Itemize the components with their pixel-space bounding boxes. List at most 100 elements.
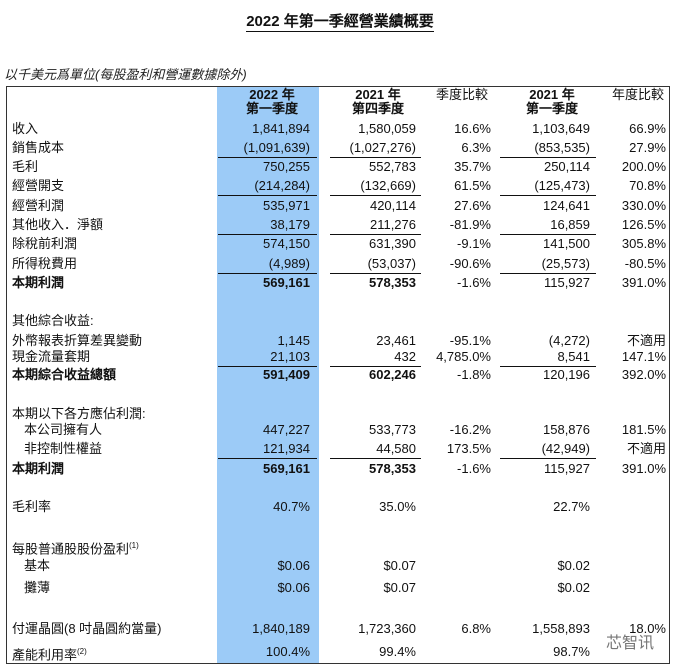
row-label-text: 現金流量套期 bbox=[12, 349, 91, 364]
header-line: 第一季度 bbox=[245, 101, 298, 116]
document-title: 2022 年第一季經營業績概要 bbox=[0, 10, 680, 32]
subtotal-rule bbox=[218, 366, 317, 367]
table-row: 本公司擁有人 447,227 533,773 -16.2% 158,876 181.5% bbox=[0, 420, 680, 439]
cell-col4: (25,573) bbox=[541, 256, 590, 271]
row-label-text: 所得稅費用 bbox=[12, 256, 78, 271]
row-label-text: 本期利潤 bbox=[12, 275, 65, 290]
row-label-text: 付運晶圓(8 吋晶圓約當量) bbox=[12, 621, 162, 636]
header-yoy: 年度比較 bbox=[611, 87, 664, 102]
cell-col2: (53,037) bbox=[367, 256, 416, 271]
subtotal-rule bbox=[330, 234, 421, 235]
cell-col1: 1,841,894 bbox=[252, 121, 310, 136]
cell-col4: 1,103,649 bbox=[532, 121, 590, 136]
table-row: 本期利潤 569,161 578,353 -1.6% 115,927 391.0% bbox=[0, 273, 680, 292]
cell-col2: 432 bbox=[394, 349, 416, 364]
header-line: 第四季度 bbox=[351, 101, 404, 116]
cell-col5: 200.0% bbox=[621, 159, 666, 174]
cell-col2: 420,114 bbox=[369, 198, 416, 213]
table-row: 付運晶圓(8 吋晶圓約當量) 1,840,189 1,723,360 6.8% 1,55… bbox=[0, 619, 680, 638]
row-label: 外幣報表折算差異變動 bbox=[12, 331, 142, 350]
cell-col4: (125,473) bbox=[534, 178, 590, 193]
cell-col1: (1,091,639) bbox=[243, 140, 311, 155]
watermark: 芯智讯 bbox=[606, 635, 655, 652]
results-table bbox=[6, 86, 670, 664]
cell-col3: 6.8% bbox=[461, 621, 491, 636]
cell-col1: (4,989) bbox=[268, 256, 310, 271]
row-label: 每股普通股股份盈利(1) bbox=[12, 536, 139, 558]
subtotal-rule bbox=[330, 157, 421, 158]
row-label: 收入 bbox=[12, 119, 38, 138]
cell-col5: 27.9% bbox=[629, 140, 666, 155]
cell-col5: 392.0% bbox=[621, 367, 666, 382]
cell-col4: 115,927 bbox=[543, 275, 590, 290]
footnote-marker: (1) bbox=[129, 541, 139, 550]
row-label-text: 本期以下各方應佔利潤: bbox=[12, 406, 146, 421]
row-label-text: 基本 bbox=[24, 558, 51, 573]
row-label: 除稅前利潤 bbox=[12, 234, 77, 253]
cell-col2: 578,353 bbox=[369, 275, 416, 290]
table-row: 攤薄 $0.06 $0.07 $0.02 bbox=[0, 578, 680, 597]
table-row: 其他綜合收益: bbox=[0, 311, 680, 330]
cell-col1: 569,161 bbox=[263, 275, 310, 290]
row-label-text: 本期利潤 bbox=[12, 461, 65, 476]
cell-col4: 1,558,893 bbox=[532, 621, 590, 636]
row-label-text: 毛利 bbox=[12, 159, 39, 174]
cell-col3: -90.6% bbox=[449, 256, 491, 271]
row-label-text: 其他收入．淨額 bbox=[12, 217, 104, 232]
header-line: 2021 年 bbox=[529, 87, 575, 102]
cell-col5: 不適用 bbox=[626, 441, 666, 456]
table-row: 收入 1,841,894 1,580,059 16.6% 1,103,649 66.9% bbox=[0, 119, 680, 138]
cell-col2: 631,390 bbox=[369, 236, 416, 251]
row-label-text: 攤薄 bbox=[24, 580, 51, 595]
row-label: 付運晶圓(8 吋晶圓約當量) bbox=[12, 619, 162, 638]
cell-col2: 211,276 bbox=[369, 217, 416, 232]
cell-col2: 99.4% bbox=[379, 644, 416, 659]
cell-col4: 22.7% bbox=[553, 499, 590, 514]
table-row: 產能利用率(2) 100.4% 99.4% 98.7% bbox=[0, 642, 680, 662]
row-label-text: 經營利潤 bbox=[12, 198, 65, 213]
cell-col4: (853,535) bbox=[534, 140, 590, 155]
cell-col2: 1,723,360 bbox=[358, 621, 416, 636]
cell-col1: 447,227 bbox=[263, 422, 310, 437]
cell-col5: 70.8% bbox=[629, 178, 666, 193]
subtotal-rule bbox=[330, 458, 421, 459]
table-row: 毛利率 40.7% 35.0% 22.7% bbox=[0, 497, 680, 516]
cell-col3: 4,785.0% bbox=[436, 349, 491, 364]
table-row: 所得稅費用 (4,989) (53,037) -90.6% (25,573) -80.5% bbox=[0, 254, 680, 273]
row-label: 現金流量套期 bbox=[12, 347, 90, 366]
cell-col4: 124,641 bbox=[543, 198, 590, 213]
subtotal-rule bbox=[218, 195, 317, 196]
subtotal-rule bbox=[500, 458, 596, 459]
cell-col4: 141,500 bbox=[543, 236, 590, 251]
row-label-text: 本期綜合收益總額 bbox=[12, 367, 117, 382]
cell-col2: 533,773 bbox=[369, 422, 416, 437]
cell-col2: 1,580,059 bbox=[358, 121, 416, 136]
row-label-text: 經營開支 bbox=[12, 178, 65, 193]
table-row: 外幣報表折算差異變動 1,145 23,461 -95.1% (4,272) 不適用 bbox=[0, 331, 680, 350]
cell-col3: 61.5% bbox=[454, 178, 491, 193]
subtotal-rule bbox=[500, 366, 596, 367]
cell-col2: 23,461 bbox=[376, 333, 416, 348]
row-label-text: 銷售成本 bbox=[12, 140, 65, 155]
cell-col4: $0.02 bbox=[557, 558, 590, 573]
cell-col1: 1,145 bbox=[277, 333, 310, 348]
cell-col4: 8,541 bbox=[557, 349, 590, 364]
row-label: 本期利潤 bbox=[12, 459, 64, 478]
cell-col4: 98.7% bbox=[553, 644, 590, 659]
subtotal-rule bbox=[500, 234, 596, 235]
table-row: 經營利潤 535,971 420,114 27.6% 124,641 330.0% bbox=[0, 196, 680, 215]
cell-col1: $0.06 bbox=[277, 580, 310, 595]
cell-col3: -1.8% bbox=[457, 367, 491, 382]
subtotal-rule bbox=[218, 157, 317, 158]
table-row: 經營開支 (214,284) (132,669) 61.5% (125,473) 70.8… bbox=[0, 176, 680, 195]
table-row: 每股普通股股份盈利(1) bbox=[0, 536, 680, 558]
row-label: 本期以下各方應佔利潤: bbox=[12, 404, 146, 423]
table-row: 毛利 750,255 552,783 35.7% 250,114 200.0% bbox=[0, 157, 680, 176]
cell-col5: 181.5% bbox=[621, 422, 666, 437]
cell-col4: 115,927 bbox=[543, 461, 590, 476]
cell-col1: 100.4% bbox=[265, 644, 310, 659]
row-label: 經營開支 bbox=[12, 176, 64, 195]
subtotal-rule bbox=[330, 195, 421, 196]
cell-col5: 330.0% bbox=[621, 198, 666, 213]
cell-col3: 16.6% bbox=[454, 121, 491, 136]
